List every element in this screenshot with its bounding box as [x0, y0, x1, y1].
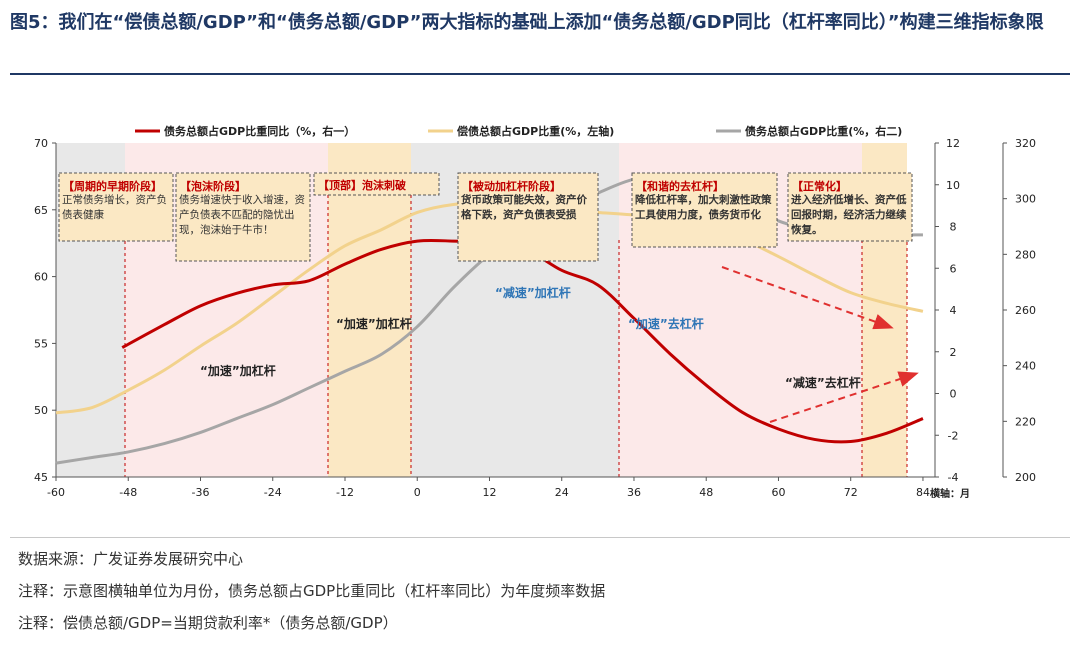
annotation-accel-leverage-2: “加速”加杠杆: [336, 316, 412, 331]
phase-title-normal: 【正常化】: [792, 179, 847, 193]
x-tick-label: -24: [264, 486, 282, 499]
phase-text-bubble: 债务增速快于收入增速，资产负债表不匹配的隐忧出现，泡沫始于牛市！: [179, 194, 305, 236]
annotation-decel-deleverage: “减速”去杠杆: [785, 375, 861, 390]
phase-box-top: 【顶部】泡沫刺破: [313, 172, 440, 196]
annotations: “加速”加杠杆 “加速”加杠杆 “减速”加杠杆 “加速”去杠杆 “减速”去杠杆: [200, 285, 861, 390]
x-axis-label: 横轴：月: [930, 487, 970, 500]
footnote-2: 注释：偿债总额/GDP=当期贷款利率*（债务总额/GDP）: [18, 614, 398, 632]
left-tick-label: 60: [34, 271, 48, 284]
phase-text-top: 泡沫刺破: [362, 178, 406, 192]
x-tick-label: -60: [47, 486, 65, 499]
annotation-accel-deleverage: “加速”去杠杆: [628, 316, 704, 331]
phase-title-deleverage: 【和谐的去杠杆】: [636, 179, 724, 193]
legend-label-yoy: 债务总额占GDP比重同比（%，右一）: [164, 124, 355, 138]
svg-text:【正常化】: 【正常化】: [792, 179, 847, 193]
left-tick-label: 55: [34, 337, 48, 350]
right2-tick-label: 220: [1015, 415, 1036, 428]
left-tick-label: 65: [34, 204, 48, 217]
x-tick-label: 36: [627, 486, 641, 499]
right1-tick-label: 8: [950, 221, 957, 234]
title-divider: [10, 73, 1070, 75]
legend-label-debt: 债务总额占GDP比重(%，右二): [745, 124, 902, 138]
x-tick-label: 84: [916, 486, 930, 499]
phase-boxes: 【周期的早期阶段】 正常债务增长，资产负债表健康 【泡沫阶段】 债务增速快于收入…: [58, 172, 913, 262]
phase-box-passive: 【被动加杠杆阶段】 货币政策可能失效，资产价格下跌，资产负债表受损: [457, 172, 599, 262]
x-tick-label: 0: [414, 486, 421, 499]
phase-title-top: 【顶部】: [318, 178, 362, 192]
legend-label-service: 偿债总额占GDP比重(%，左轴): [457, 124, 614, 138]
right2-tick-label: 320: [1015, 137, 1036, 150]
x-tick-label: 48: [699, 486, 713, 499]
right2-tick-label: 260: [1015, 304, 1036, 317]
phase-box-normal: 【正常化】 进入经济低增长、资产低回报时期，经济活力继续恢复。: [787, 172, 913, 242]
svg-text:【被动加杠杆阶段】: 【被动加杠杆阶段】: [462, 179, 561, 193]
footer-divider: [10, 537, 1070, 538]
trend-arrows: [721, 266, 919, 423]
svg-text:【和谐的去杠杆】: 【和谐的去杠杆】: [636, 179, 724, 193]
left-tick-label: 45: [34, 471, 48, 484]
phase-box-deleverage: 【和谐的去杠杆】 降低杠杆率，加大刺激性政策工具使用力度，债务货币化: [631, 172, 778, 248]
phase-title-early: 【周期的早期阶段】: [63, 179, 162, 193]
arrow-decel-deleverage: [769, 371, 919, 423]
annotation-decel-leverage: “减速”加杠杆: [495, 285, 571, 300]
right1-tick-label: 2: [950, 346, 957, 359]
axis-ticks: -60 -48 -36 -24 -12 0 12 24 36 48 60 72 844550556065…: [34, 137, 1036, 499]
phase-box-bubble: 【泡沫阶段】 债务增速快于收入增速，资产负债表不匹配的隐忧出现，泡沫始于牛市！: [175, 172, 311, 262]
phase-text-early: 正常债务增长，资产负债表健康: [62, 194, 167, 221]
x-tick-label: 12: [482, 486, 496, 499]
phase-text-passive: 货币政策可能失效，资产价格下跌，资产负债表受损: [461, 194, 587, 221]
phase-title-passive: 【被动加杠杆阶段】: [462, 179, 561, 193]
footnote-1: 注释：示意图横轴单位为月份，债务总额占GDP比重同比（杠杆率同比）为年度频率数据: [18, 582, 606, 600]
annotation-accel-leverage-1: “加速”加杠杆: [200, 363, 276, 378]
right2-tick-label: 300: [1015, 193, 1036, 206]
phase-box-early: 【周期的早期阶段】 正常债务增长，资产负债表健康: [58, 172, 174, 242]
x-tick-label: 24: [555, 486, 569, 499]
x-tick-label: 72: [844, 486, 858, 499]
phase-text-normal: 进入经济低增长、资产低回报时期，经济活力继续恢复。: [791, 194, 907, 236]
phase-dividers: [124, 195, 908, 477]
x-tick-label: -48: [119, 486, 137, 499]
right1-tick-label: 12: [946, 137, 960, 150]
arrow-accel-deleverage: [721, 266, 894, 330]
right1-tick-label: -4: [948, 471, 959, 484]
legend: 债务总额占GDP比重同比（%，右一） 偿债总额占GDP比重(%，左轴) 债务总额…: [135, 124, 902, 138]
x-tick-label: 60: [771, 486, 785, 499]
svg-text:【顶部】泡沫刺破: 【顶部】泡沫刺破: [318, 178, 406, 192]
svg-text:【泡沫阶段】: 【泡沫阶段】: [180, 179, 246, 193]
x-tick-label: -12: [336, 486, 354, 499]
figure-title: 图5：我们在“偿债总额/GDP”和“债务总额/GDP”两大指标的基础上添加“债务…: [10, 12, 1044, 33]
right2-tick-label: 280: [1015, 248, 1036, 261]
right1-tick-label: 10: [946, 179, 960, 192]
right1-tick-label: 6: [950, 262, 957, 275]
left-tick-label: 50: [34, 404, 48, 417]
phase-title-bubble: 【泡沫阶段】: [180, 179, 246, 193]
right2-tick-label: 240: [1015, 360, 1036, 373]
chart: -60 -48 -36 -24 -12 0 12 24 36 48 60 72 844550556065…: [34, 124, 1036, 500]
left-tick-label: 70: [34, 137, 48, 150]
phase-text-deleverage: 降低杠杆率，加大刺激性政策工具使用力度，债务货币化: [635, 194, 772, 221]
region-top: [328, 143, 411, 477]
right1-tick-label: 4: [950, 304, 957, 317]
source-note: 数据来源：广发证券发展研究中心: [18, 550, 244, 568]
right1-tick-label: 0: [950, 388, 957, 401]
right1-tick-label: -2: [948, 429, 959, 442]
svg-text:【周期的早期阶段】: 【周期的早期阶段】: [63, 179, 162, 193]
x-tick-label: -36: [192, 486, 210, 499]
right2-tick-label: 200: [1015, 471, 1036, 484]
